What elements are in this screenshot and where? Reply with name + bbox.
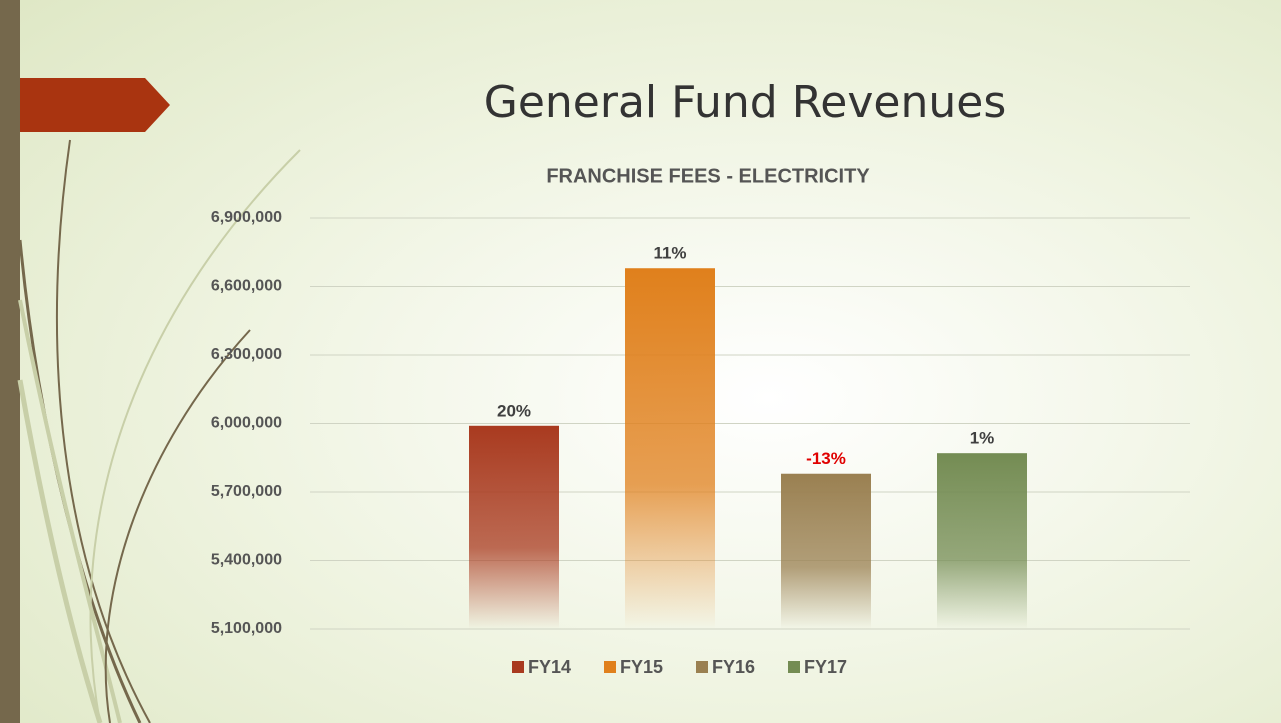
y-tick-label: 6,600,000 bbox=[211, 278, 282, 295]
y-tick-label: 6,000,000 bbox=[211, 415, 282, 432]
y-tick-label: 6,900,000 bbox=[211, 209, 282, 226]
legend-swatch bbox=[696, 661, 708, 673]
y-tick-label: 5,400,000 bbox=[211, 552, 282, 569]
legend-label: FY14 bbox=[528, 657, 571, 677]
legend-label: FY17 bbox=[804, 657, 847, 677]
legend-swatch bbox=[604, 661, 616, 673]
bar bbox=[781, 473, 871, 629]
y-tick-label: 5,700,000 bbox=[211, 483, 282, 500]
y-tick-label: 6,300,000 bbox=[211, 346, 282, 363]
bar-annotation: 1% bbox=[970, 429, 995, 448]
legend-swatch bbox=[788, 661, 800, 673]
bar-annotation: -13% bbox=[806, 449, 846, 468]
legend-swatch bbox=[512, 661, 524, 673]
y-tick-label: 5,100,000 bbox=[211, 620, 282, 637]
bar bbox=[937, 453, 1027, 629]
bar bbox=[469, 425, 559, 629]
bar bbox=[625, 268, 715, 629]
legend-label: FY15 bbox=[620, 657, 663, 677]
title-arrow bbox=[20, 78, 170, 132]
slide-title: General Fund Revenues bbox=[484, 77, 1007, 128]
side-stripe bbox=[0, 0, 20, 723]
bar-annotation: 11% bbox=[653, 244, 686, 263]
legend-label: FY16 bbox=[712, 657, 755, 677]
chart-title: FRANCHISE FEES - ELECTRICITY bbox=[546, 165, 870, 187]
decorative-curves bbox=[17, 139, 301, 723]
bar-annotation: 20% bbox=[497, 401, 531, 420]
